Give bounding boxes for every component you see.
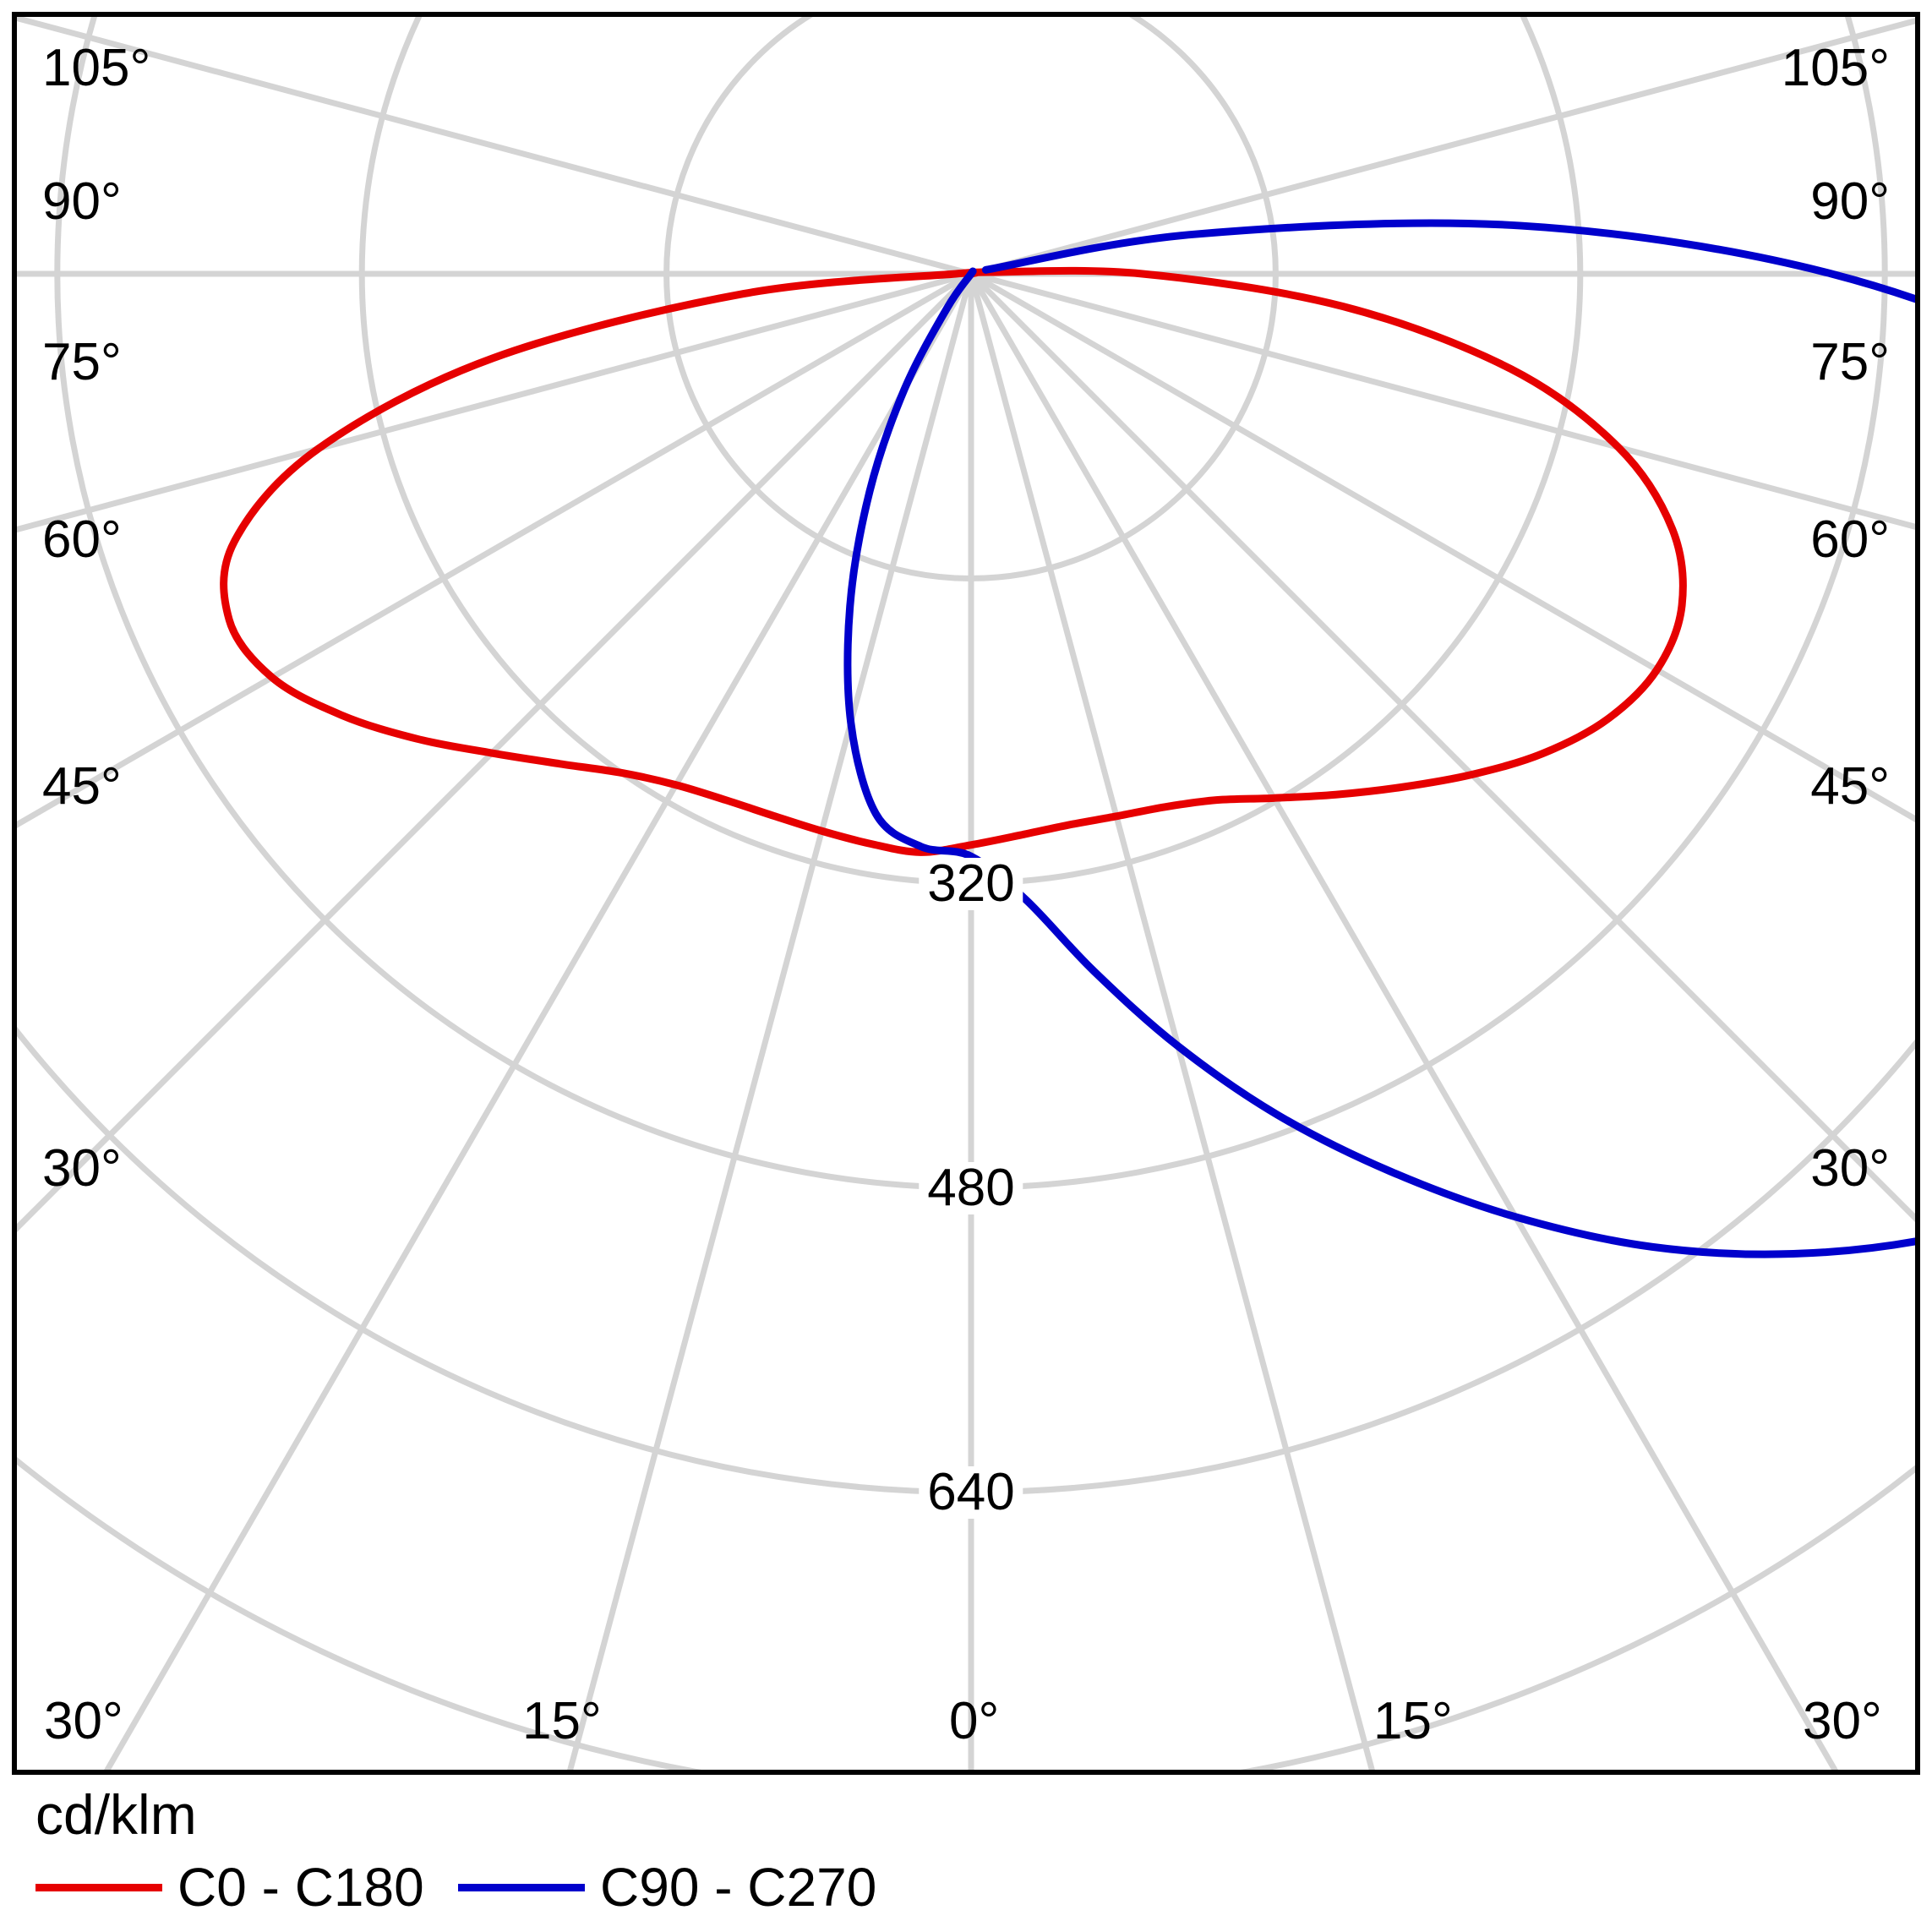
angle-label-left-45: 45° <box>42 757 122 816</box>
grid-ray-75 <box>970 270 1915 530</box>
ring-label-320: 320 <box>919 858 1023 910</box>
legend-unit-label: cd/klm <box>35 1783 197 1846</box>
grid-ray-30 <box>968 272 1838 1770</box>
angle-label-bottom-30-left: 30° <box>44 1692 123 1750</box>
angle-label-right-60: 60° <box>1810 510 1890 569</box>
angle-label-bottom-30-right: 30° <box>1803 1692 1882 1750</box>
angle-label-right-105: 105° <box>1781 39 1890 97</box>
angle-label-left-105: 105° <box>42 39 151 97</box>
angle-label-left-60: 60° <box>42 510 122 569</box>
legend-swatch-c90-c270 <box>458 1883 585 1891</box>
chart-legend: cd/klm C0 - C180 C90 - C270 <box>0 1780 1932 1932</box>
angle-label-left-75: 75° <box>42 333 122 391</box>
grid-ray--15 <box>567 273 974 1770</box>
angle-label-left-30: 30° <box>42 1139 122 1198</box>
angle-label-right-45: 45° <box>1810 757 1890 816</box>
grid-ray--60 <box>17 270 973 828</box>
angle-label-bottom-15-right: 15° <box>1373 1692 1453 1750</box>
curve-c90-c270 <box>843 219 1915 1258</box>
grid-ray-45 <box>969 271 1915 1222</box>
legend-swatch-c0-c180 <box>35 1883 162 1891</box>
grid-ray--75 <box>17 270 972 533</box>
polar-curves <box>220 219 1915 1258</box>
angle-label-right-75: 75° <box>1810 333 1890 391</box>
grid-ray--105 <box>17 17 972 277</box>
grid-ray-60 <box>969 270 1915 822</box>
angle-label-bottom-0: 0° <box>949 1692 1000 1750</box>
angle-label-bottom-15-left: 15° <box>522 1692 602 1750</box>
angle-label-right-90: 90° <box>1810 172 1890 231</box>
ring-label-640: 640 <box>919 1466 1023 1519</box>
curve-c0-c180 <box>220 266 1687 856</box>
ring-label-480: 480 <box>919 1162 1023 1214</box>
angle-label-right-30: 30° <box>1810 1139 1890 1198</box>
grid-ray--45 <box>17 271 974 1232</box>
legend-entry-c0-c180: C0 - C180 <box>35 1857 424 1918</box>
angle-label-left-90: 90° <box>42 172 122 231</box>
grid-ray--30 <box>104 272 974 1770</box>
grid-ray-105 <box>970 18 1915 277</box>
grid-ray-15 <box>968 273 1375 1770</box>
legend-entry-c90-c270: C90 - C270 <box>458 1857 877 1918</box>
legend-label-c0-c180: C0 - C180 <box>177 1857 424 1918</box>
polar-plot-frame: 105° 90° 75° 60° 45° 30° 105° 90° 75° 60… <box>12 12 1920 1775</box>
legend-label-c90-c270: C90 - C270 <box>600 1857 877 1918</box>
